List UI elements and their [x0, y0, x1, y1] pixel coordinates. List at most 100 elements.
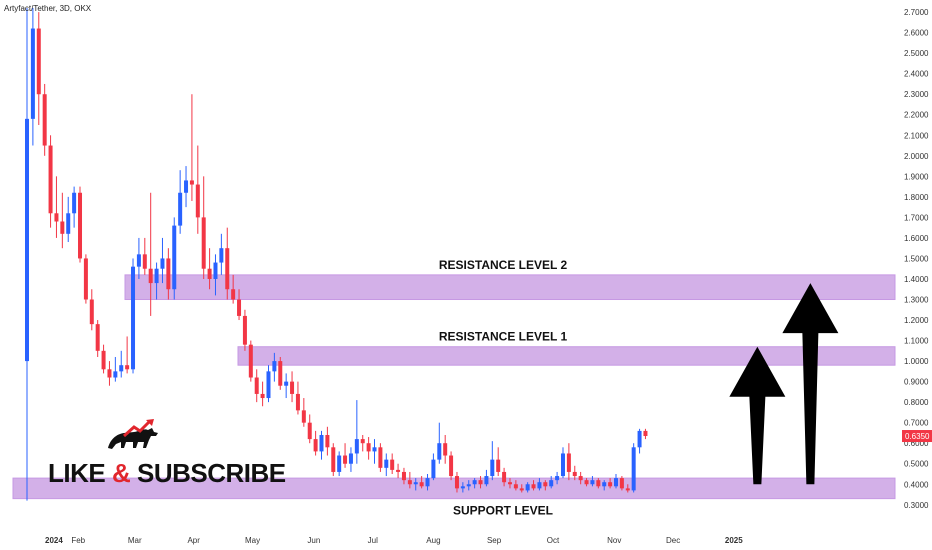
- time-tick-label: Apr: [187, 536, 200, 545]
- up-arrow: [729, 346, 786, 485]
- candle-body: [219, 248, 224, 263]
- candle-body: [172, 225, 177, 290]
- symbol-title[interactable]: Artyfact/Tether, 3D, OKX: [4, 4, 92, 13]
- candle-body: [260, 393, 265, 399]
- candle-body: [213, 262, 218, 279]
- time-tick-label: Jun: [307, 536, 320, 545]
- price-tag-bg: [902, 430, 932, 443]
- candle-body: [437, 443, 442, 460]
- time-tick-label: Dec: [666, 536, 680, 545]
- time-tick-label: Nov: [607, 536, 621, 545]
- candle-body: [555, 476, 560, 481]
- time-tick-label: Sep: [487, 536, 502, 545]
- candle-body: [101, 350, 106, 370]
- candle-body: [431, 459, 436, 479]
- candle-body: [360, 439, 365, 444]
- candle-body: [484, 476, 489, 485]
- candles-layer: [25, 8, 648, 501]
- candle-body: [331, 447, 336, 472]
- candle-body: [608, 482, 613, 487]
- candle-body: [295, 393, 300, 411]
- candle-body: [614, 478, 618, 487]
- price-tick-label: 1.3000: [904, 296, 929, 305]
- candle-body: [560, 453, 565, 477]
- candle-body: [48, 145, 53, 214]
- candle-body: [343, 455, 348, 464]
- price-tick-label: 2.2000: [904, 111, 929, 120]
- candle-body: [189, 180, 194, 185]
- price-tick-label: 1.4000: [904, 275, 929, 284]
- candle-body: [95, 324, 100, 351]
- candle-body: [36, 28, 41, 95]
- candle-body: [578, 476, 583, 481]
- candle-body: [301, 410, 306, 423]
- candle-body: [443, 443, 448, 456]
- candle-body: [566, 453, 571, 472]
- time-tick-label: 2024: [45, 536, 63, 545]
- candle-body: [231, 289, 236, 300]
- price-tick-label: 0.9000: [904, 378, 929, 387]
- candle-body: [637, 430, 642, 448]
- candle-body: [284, 381, 289, 386]
- price-tick-label: 2.4000: [904, 70, 929, 79]
- candle-body: [631, 447, 636, 491]
- price-tick-label: 0.7000: [904, 419, 929, 428]
- price-tick-label: 1.0000: [904, 357, 929, 366]
- brand-subscribe: SUBSCRIBE: [136, 458, 286, 488]
- candle-body: [396, 469, 401, 472]
- candle-body: [225, 248, 230, 290]
- candle-body: [54, 213, 59, 222]
- bull-icon: [108, 419, 158, 449]
- candle-body: [66, 213, 71, 234]
- up-arrow: [782, 283, 839, 485]
- time-axis[interactable]: 2024 Feb Mar Apr May Jun Jul Aug Sep Oct Nov Dec 202…: [45, 536, 743, 545]
- time-tick-label: May: [245, 536, 260, 545]
- candle-body: [337, 455, 342, 472]
- candle-body: [478, 480, 483, 485]
- zones-layer: RESISTANCE LEVEL 2 RESISTANCE LEVEL 1 SUPP…: [12, 258, 896, 518]
- candle-body: [425, 478, 430, 487]
- candle-body: [30, 28, 35, 119]
- candle-body: [519, 488, 524, 491]
- candle-body: [42, 94, 47, 146]
- candle-body: [513, 484, 518, 489]
- candle-body: [413, 482, 418, 485]
- candle-body: [78, 192, 83, 259]
- candle-body: [496, 459, 501, 472]
- candle-body: [602, 482, 607, 487]
- price-tick-label: 2.6000: [904, 29, 929, 38]
- candle-body: [25, 118, 29, 362]
- candle-body: [502, 471, 507, 483]
- price-tick-label: 0.8000: [904, 398, 929, 407]
- candle-body: [166, 258, 171, 290]
- time-tick-label: Aug: [426, 536, 440, 545]
- candle-body: [207, 268, 212, 279]
- candle-body: [290, 381, 295, 394]
- price-tick-label: 1.1000: [904, 337, 929, 346]
- candle-body: [60, 221, 65, 234]
- candle-body: [407, 480, 412, 485]
- candle-body: [237, 299, 242, 316]
- candle-body: [401, 471, 406, 481]
- candle-body: [419, 482, 424, 487]
- candle-body: [142, 254, 147, 269]
- price-axis[interactable]: 2.7000 2.6000 2.5000 2.4000 2.3000 2.2000 2.10…: [904, 8, 929, 510]
- price-tag-label: 0.6350: [905, 432, 930, 441]
- candle-body: [472, 480, 477, 485]
- candle-body: [348, 453, 353, 464]
- candle-body: [278, 361, 283, 386]
- brand-amp: &: [111, 458, 131, 488]
- candle-body: [490, 459, 495, 477]
- candle-body: [596, 480, 601, 487]
- candle-body: [254, 377, 259, 394]
- price-tick-label: 2.7000: [904, 8, 929, 17]
- candle-body: [354, 439, 359, 454]
- time-tick-label: Oct: [547, 536, 560, 545]
- candle-body: [537, 482, 542, 489]
- candle-body: [184, 180, 189, 193]
- price-tick-label: 0.3000: [904, 501, 929, 510]
- last-price-tag: 0.6350: [902, 430, 932, 443]
- zone-label: RESISTANCE LEVEL 2: [439, 258, 568, 272]
